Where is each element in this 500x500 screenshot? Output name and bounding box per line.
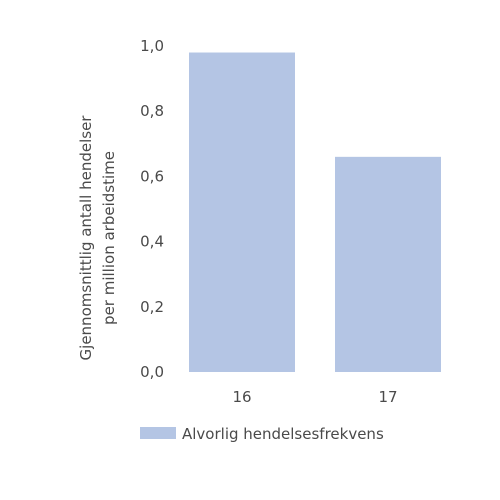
y-axis-title: Gjennomsnittlig antall hendelser per mil… (77, 115, 118, 361)
bar-16 (189, 52, 295, 373)
bars (189, 52, 441, 373)
legend-label: Alvorlig hendelsesfrekvens (182, 425, 384, 443)
x-tick-label: 17 (378, 388, 397, 406)
y-tick-label: 1,0 (140, 37, 164, 55)
y-axis-title-line-2: per million arbeidstime (100, 151, 118, 325)
legend: Alvorlig hendelsesfrekvens (140, 425, 384, 443)
x-axis-ticks: 16 17 (232, 388, 397, 406)
y-tick-label: 0,4 (140, 233, 164, 251)
y-tick-label: 0,8 (140, 102, 164, 120)
y-axis-title-line-1: Gjennomsnittlig antall hendelser (77, 115, 95, 361)
y-tick-label: 0,0 (140, 363, 164, 381)
y-tick-label: 0,6 (140, 167, 164, 185)
y-axis-ticks: 0,0 0,2 0,4 0,6 0,8 1,0 (140, 37, 164, 381)
x-tick-label: 16 (232, 388, 251, 406)
y-tick-label: 0,2 (140, 298, 164, 316)
bar-17 (335, 156, 441, 372)
legend-swatch (140, 427, 176, 439)
